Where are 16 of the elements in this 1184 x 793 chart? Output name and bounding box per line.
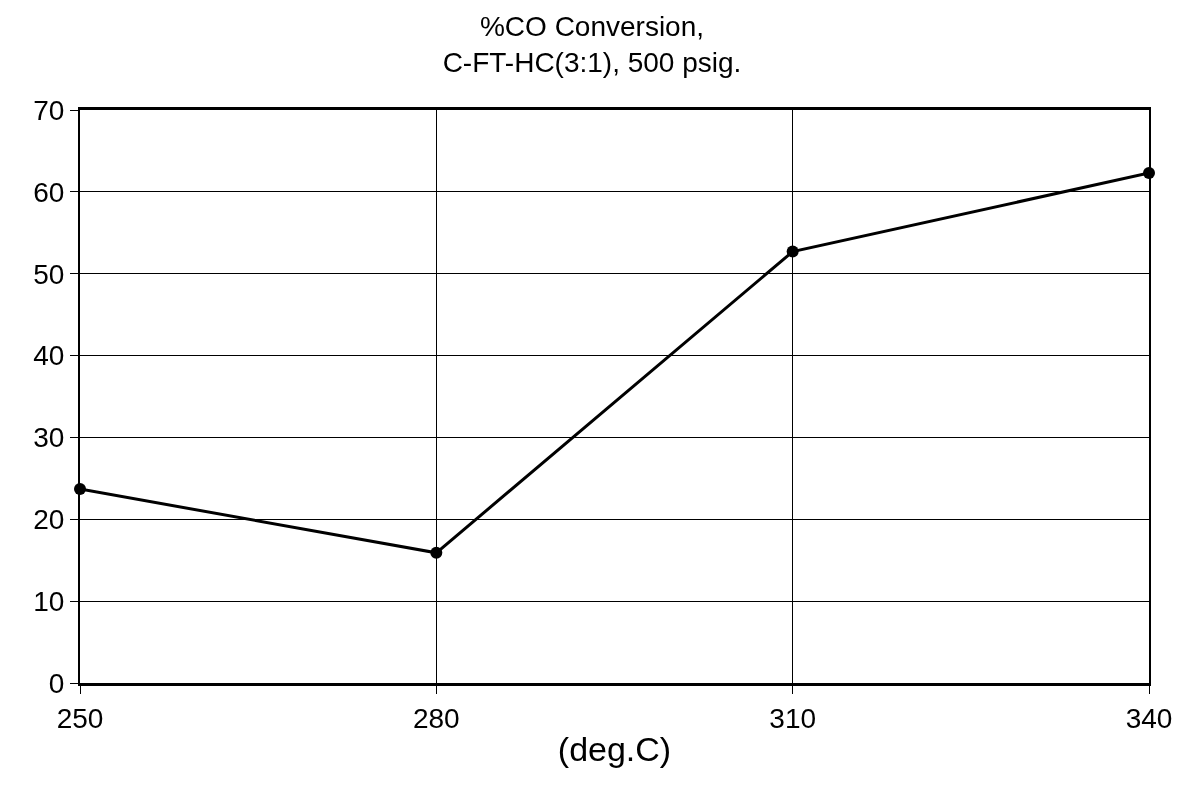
y-tick-label: 0	[48, 667, 65, 699]
x-tick-label: 250	[56, 702, 104, 734]
y-tick-label: 40	[33, 340, 65, 372]
y-tick-label: 10	[33, 585, 65, 617]
y-tick-label: 60	[33, 176, 65, 208]
point	[430, 546, 443, 559]
x-tick-label: 280	[412, 702, 460, 734]
y-tick-label: 30	[33, 422, 65, 454]
chart-title: %CO Conversion, C-FT-HC(3:1), 500 psig.	[442, 10, 742, 79]
y-tick-label: 50	[33, 258, 65, 290]
y-tick-label: 20	[33, 504, 65, 536]
y-tick-label: 70	[33, 94, 65, 126]
x-tick-label: 310	[769, 702, 817, 734]
x-tick-label: 340	[1125, 702, 1173, 734]
point	[786, 245, 799, 258]
x-axis-title: (deg.C)	[557, 729, 672, 768]
